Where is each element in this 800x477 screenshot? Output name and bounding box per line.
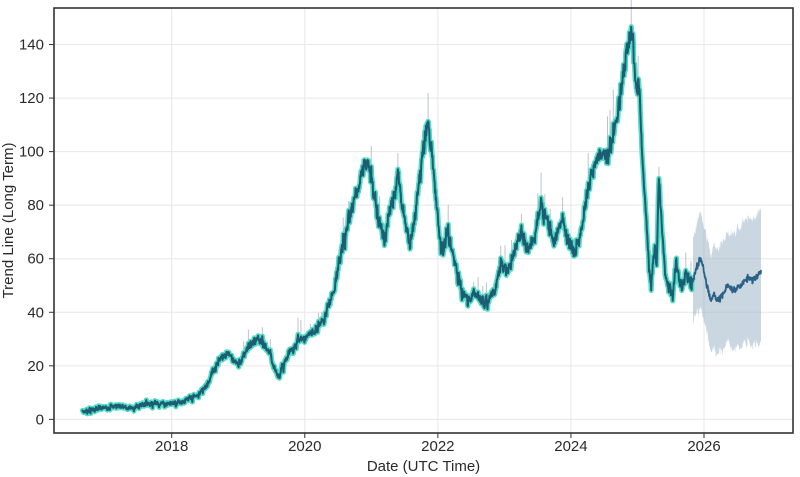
svg-text:Trend Line (Long Term): Trend Line (Long Term) [0, 143, 17, 299]
svg-text:20: 20 [27, 358, 44, 375]
svg-text:0: 0 [36, 411, 44, 428]
svg-text:80: 80 [27, 197, 44, 214]
svg-text:100: 100 [19, 144, 44, 161]
svg-text:2018: 2018 [155, 438, 188, 455]
svg-text:120: 120 [19, 90, 44, 107]
svg-text:2024: 2024 [554, 438, 587, 455]
svg-text:60: 60 [27, 251, 44, 268]
svg-text:140: 140 [19, 37, 44, 54]
svg-text:Date (UTC Time): Date (UTC Time) [367, 458, 480, 475]
svg-text:2020: 2020 [288, 438, 321, 455]
svg-text:2026: 2026 [687, 438, 720, 455]
svg-text:40: 40 [27, 304, 44, 321]
svg-text:2022: 2022 [421, 438, 454, 455]
